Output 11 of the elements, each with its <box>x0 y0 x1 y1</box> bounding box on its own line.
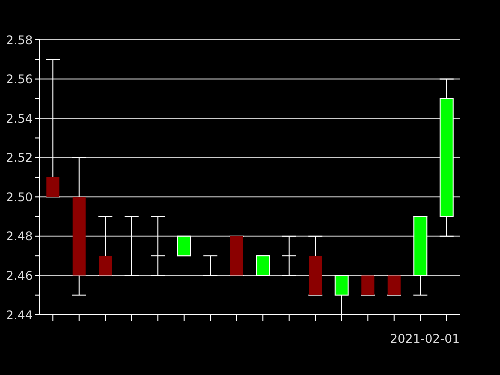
y-tick-label: 2.44 <box>6 308 33 322</box>
candlestick <box>177 236 192 257</box>
y-tick-label: 2.58 <box>6 33 33 48</box>
text: 2.50 <box>6 190 33 204</box>
y-tick-label: 2.54 <box>6 112 33 126</box>
text: 2021-02-01 <box>390 332 460 346</box>
y-tick-label: 2.48 <box>6 230 33 244</box>
y-tick-label: 2.46 <box>6 268 33 283</box>
y-tick-label: 2.56 <box>6 72 33 87</box>
y-tick-label: 2.52 <box>6 151 33 166</box>
candlestick <box>256 256 270 276</box>
